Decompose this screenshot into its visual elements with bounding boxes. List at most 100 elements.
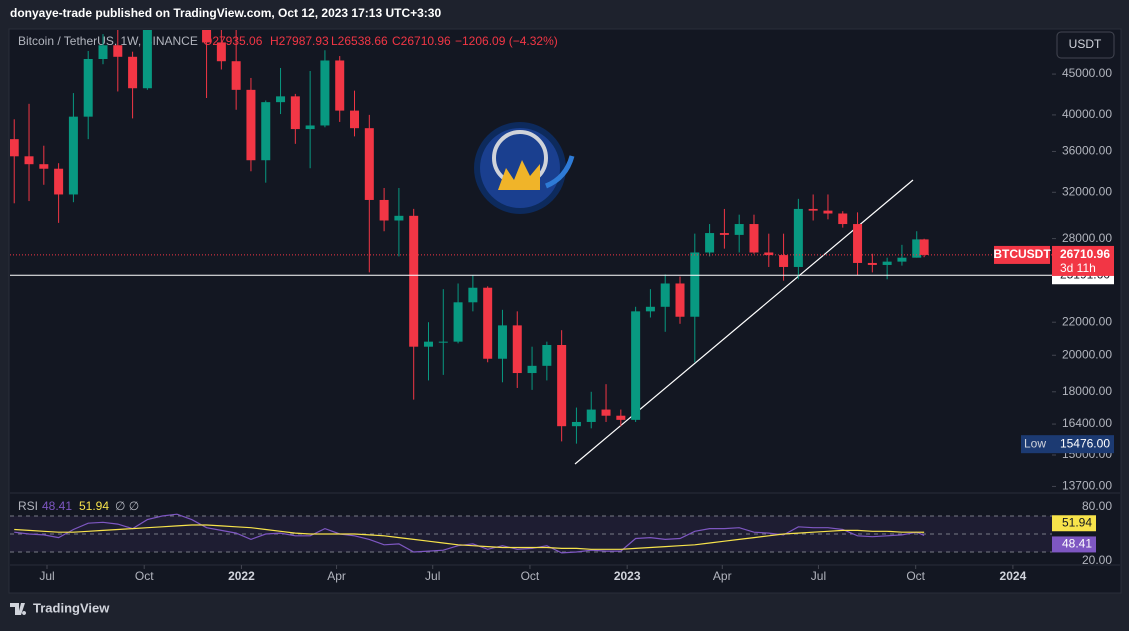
- symbol-label: Bitcoin / TetherUS, 1W, BINANCE: [18, 34, 198, 48]
- candle-body: [912, 239, 922, 258]
- x-tick-label: Jul: [811, 569, 826, 583]
- footer: TradingView: [10, 600, 110, 615]
- candle-body: [823, 210, 833, 214]
- y-tick-label: 13700.00: [1062, 479, 1112, 493]
- candle-body: [557, 345, 567, 427]
- rsi-tag-label: 51.94: [1062, 515, 1092, 529]
- candle-body: [98, 45, 108, 59]
- y-tick-label: 18000.00: [1062, 384, 1112, 398]
- candle-body: [571, 421, 581, 427]
- rsi-ma-value: 51.94: [79, 499, 109, 513]
- candle-body: [113, 45, 123, 57]
- candle-body: [438, 341, 448, 343]
- candle-body: [320, 60, 330, 126]
- x-tick-label: Oct: [521, 569, 540, 583]
- candle-body: [867, 262, 877, 265]
- y-tick-label: 36000.00: [1062, 144, 1112, 158]
- currency-label: USDT: [1069, 37, 1102, 51]
- low-tag-label: Low: [1024, 436, 1046, 450]
- candle-body: [897, 257, 907, 262]
- candle-body: [705, 233, 715, 253]
- y-tick-label: 45000.00: [1062, 66, 1112, 80]
- candle-body: [838, 213, 848, 225]
- candle-body: [409, 215, 419, 347]
- symbol-tag: [994, 245, 1050, 264]
- logo: [474, 122, 575, 214]
- rsi-extra: ∅ ∅: [115, 499, 139, 513]
- y-tick-label: 16400.00: [1062, 416, 1112, 430]
- candle-body: [734, 224, 744, 235]
- candle-body: [142, 30, 152, 89]
- rsi-tick-label: 80.00: [1082, 499, 1112, 513]
- candle-body: [453, 302, 463, 342]
- candle-body: [335, 60, 345, 111]
- candle-body: [660, 283, 670, 307]
- candle-body: [586, 409, 596, 422]
- x-tick-label: Jul: [425, 569, 440, 583]
- currency-button[interactable]: [1056, 31, 1115, 59]
- candle-body: [779, 255, 789, 267]
- candle-body: [808, 208, 818, 211]
- candle-body: [364, 128, 374, 200]
- close-label: C26710.96: [392, 34, 451, 48]
- candle-body: [231, 61, 241, 90]
- candle-body: [645, 306, 655, 312]
- countdown-label: 3d 11h: [1060, 261, 1096, 275]
- candle-body: [39, 164, 49, 169]
- candle-body: [512, 325, 522, 374]
- candle-body: [276, 96, 286, 103]
- candle-body: [542, 345, 552, 366]
- low-tag-value: 15476.00: [1060, 436, 1110, 450]
- brand: TradingView: [33, 600, 110, 615]
- x-tick-label: 2022: [228, 569, 255, 583]
- rsi-tag-label: 48.41: [1062, 537, 1092, 551]
- candle-body: [675, 283, 685, 317]
- low-label: L26538.66: [331, 34, 388, 48]
- candle-body: [719, 233, 729, 235]
- candle-body: [423, 341, 433, 347]
- candle-body: [690, 252, 700, 317]
- rsi-tag: [1052, 515, 1096, 532]
- candle-body: [853, 224, 863, 263]
- candle-body: [68, 116, 78, 195]
- candle-body: [128, 56, 138, 89]
- symbol-tag-label: BTCUSDT: [993, 247, 1051, 261]
- candle-body: [749, 224, 759, 253]
- publish-info: donyaye-trade published on TradingView.c…: [10, 6, 441, 20]
- y-tick-label: 22000.00: [1062, 314, 1112, 328]
- x-tick-label: Apr: [713, 569, 732, 583]
- rsi-label: RSI: [18, 499, 38, 513]
- candle-body: [54, 168, 64, 195]
- candle-body: [527, 365, 537, 374]
- candle-body: [350, 110, 360, 129]
- x-tick-label: 2024: [1000, 569, 1027, 583]
- price-pane: [10, 30, 929, 444]
- candle-body: [261, 102, 271, 161]
- x-tick-label: Oct: [135, 569, 154, 583]
- candle-body: [379, 199, 389, 221]
- y-tick-label: 20000.00: [1062, 347, 1112, 361]
- x-tick-label: Apr: [327, 569, 346, 583]
- chart-panel: [8, 28, 1122, 594]
- candle-body: [202, 30, 212, 43]
- rsi-value: 48.41: [42, 499, 72, 513]
- y-tick-label: 40000.00: [1062, 107, 1112, 121]
- candle-body: [601, 409, 611, 416]
- low-tag: [1021, 435, 1114, 454]
- candle-body: [246, 89, 256, 161]
- candle-body: [497, 325, 507, 359]
- candle-body: [24, 156, 34, 165]
- x-tick-label: 2023: [614, 569, 641, 583]
- candle-body: [216, 42, 226, 62]
- x-tick-label: Oct: [906, 569, 925, 583]
- candle-body: [793, 208, 803, 267]
- candle-body: [468, 287, 478, 303]
- y-tick-label: 32000.00: [1062, 184, 1112, 198]
- candle-body: [394, 215, 404, 221]
- change-label: −1206.09 (−4.32%): [455, 34, 558, 48]
- candle-body: [10, 139, 19, 157]
- rsi-tag: [1052, 536, 1096, 553]
- open-label: O27935.06: [203, 34, 263, 48]
- price-tag-label: 26710.96: [1060, 247, 1110, 261]
